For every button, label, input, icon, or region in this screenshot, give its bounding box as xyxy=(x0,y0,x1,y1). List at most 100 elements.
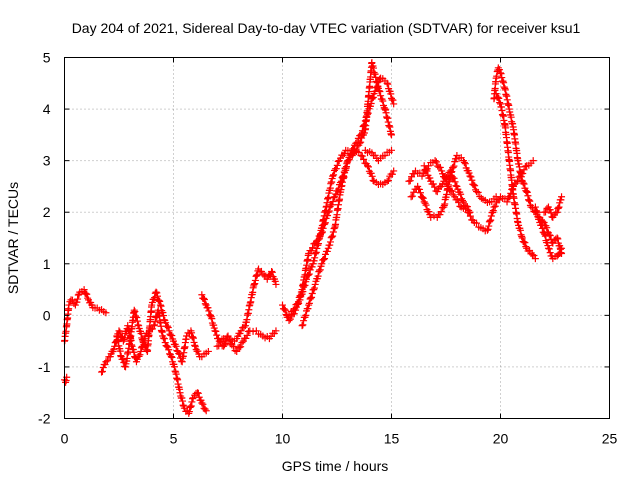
data-point-trail xyxy=(268,268,276,276)
series-track-o xyxy=(492,90,539,263)
data-point-trail xyxy=(358,152,366,160)
data-point-trail xyxy=(447,168,455,176)
data-point-trail xyxy=(168,332,176,340)
data-point-trail xyxy=(387,90,395,98)
data-point-trail xyxy=(103,357,111,365)
data-point-trail xyxy=(314,272,322,280)
data-point-trail xyxy=(367,169,375,177)
data-point-trail xyxy=(148,298,156,306)
data-point-trail xyxy=(371,151,379,159)
data-point-trail xyxy=(546,249,554,257)
data-point-trail xyxy=(439,180,447,188)
data-point xyxy=(431,157,439,165)
data-point-trail xyxy=(378,95,386,103)
data-point-trail xyxy=(345,156,353,164)
data-point xyxy=(364,162,372,170)
data-point-trail xyxy=(178,394,186,402)
data-point-trail xyxy=(73,298,81,306)
y-tick-label: 4 xyxy=(43,101,51,117)
data-point-trail xyxy=(524,192,532,200)
y-tick-label: 2 xyxy=(43,204,51,220)
data-point-trail xyxy=(379,97,387,105)
data-point-trail xyxy=(310,284,318,292)
data-point-trail xyxy=(229,342,237,350)
x-tick-label: 25 xyxy=(602,431,618,447)
y-tick-label: 0 xyxy=(43,307,51,323)
data-point xyxy=(318,260,326,268)
data-point xyxy=(305,301,313,309)
series-track-f xyxy=(213,327,280,355)
data-point-trail xyxy=(291,305,299,313)
data-point-trail xyxy=(530,252,538,260)
data-point-trail xyxy=(556,245,564,253)
data-point-trail xyxy=(165,346,173,354)
data-point-trail xyxy=(308,263,316,271)
data-point-trail xyxy=(295,299,303,307)
data-point-trail xyxy=(471,182,479,190)
data-point xyxy=(466,172,474,180)
data-point-trail xyxy=(525,196,533,204)
series-track-b xyxy=(61,373,71,386)
data-point-trail xyxy=(310,285,318,293)
data-point-trail xyxy=(249,327,257,335)
data-point xyxy=(518,234,526,242)
data-point xyxy=(272,327,280,335)
data-point-trail xyxy=(460,158,468,166)
data-point-trail xyxy=(135,352,143,360)
data-point-trail xyxy=(368,172,376,180)
plot-frame xyxy=(64,57,610,419)
x-tick-label: 0 xyxy=(61,431,69,447)
data-point-trail xyxy=(134,321,142,329)
data-point xyxy=(427,213,435,221)
data-point-trail xyxy=(542,208,550,216)
data-point-trail xyxy=(523,188,531,196)
x-axis-label: GPS time / hours xyxy=(282,458,389,474)
data-point xyxy=(130,306,138,314)
data-point xyxy=(440,177,448,185)
data-point-trail xyxy=(384,80,392,88)
data-point-trail xyxy=(554,204,562,212)
data-point-trail xyxy=(356,139,364,147)
data-point-trail xyxy=(190,338,198,346)
data-point-trail xyxy=(159,309,167,317)
data-point-trail xyxy=(132,312,140,320)
y-tick-label: 5 xyxy=(43,50,51,66)
data-point-trail xyxy=(541,232,549,240)
data-point-trail xyxy=(449,163,457,171)
data-point-trail xyxy=(160,312,168,320)
data-point xyxy=(383,177,391,185)
data-point-trail xyxy=(253,271,261,279)
data-point xyxy=(176,389,184,397)
data-point-trail xyxy=(521,239,529,247)
data-point xyxy=(137,347,145,355)
data-point-trail xyxy=(191,341,199,349)
data-point-trail xyxy=(187,402,195,410)
data-point-trail xyxy=(528,251,536,259)
data-point-trail xyxy=(153,289,161,297)
data-point-trail xyxy=(485,222,493,230)
data-point-trail xyxy=(519,179,527,187)
data-point-trail xyxy=(238,339,246,347)
data-point-trail xyxy=(533,208,541,216)
data-point xyxy=(279,301,286,309)
data-point-trail xyxy=(406,177,414,185)
data-point-trail xyxy=(304,271,312,279)
series-track-n xyxy=(490,64,566,257)
data-point-trail xyxy=(535,215,543,223)
data-point xyxy=(540,229,548,237)
data-point xyxy=(523,188,531,196)
data-point-trail xyxy=(188,398,196,406)
data-point-trail xyxy=(210,321,218,329)
data-point-trail xyxy=(205,307,213,315)
data-point-trail xyxy=(152,314,160,322)
data-point-trail xyxy=(537,221,545,229)
data-point-trail xyxy=(179,401,187,409)
data-point-trail xyxy=(330,171,338,179)
data-point-trail xyxy=(408,192,416,200)
data-point xyxy=(503,198,511,206)
data-point-trail xyxy=(299,288,307,296)
data-point-trail xyxy=(449,191,457,199)
data-point xyxy=(233,347,241,355)
data-point-trail xyxy=(546,231,554,239)
data-point-trail xyxy=(518,233,526,241)
